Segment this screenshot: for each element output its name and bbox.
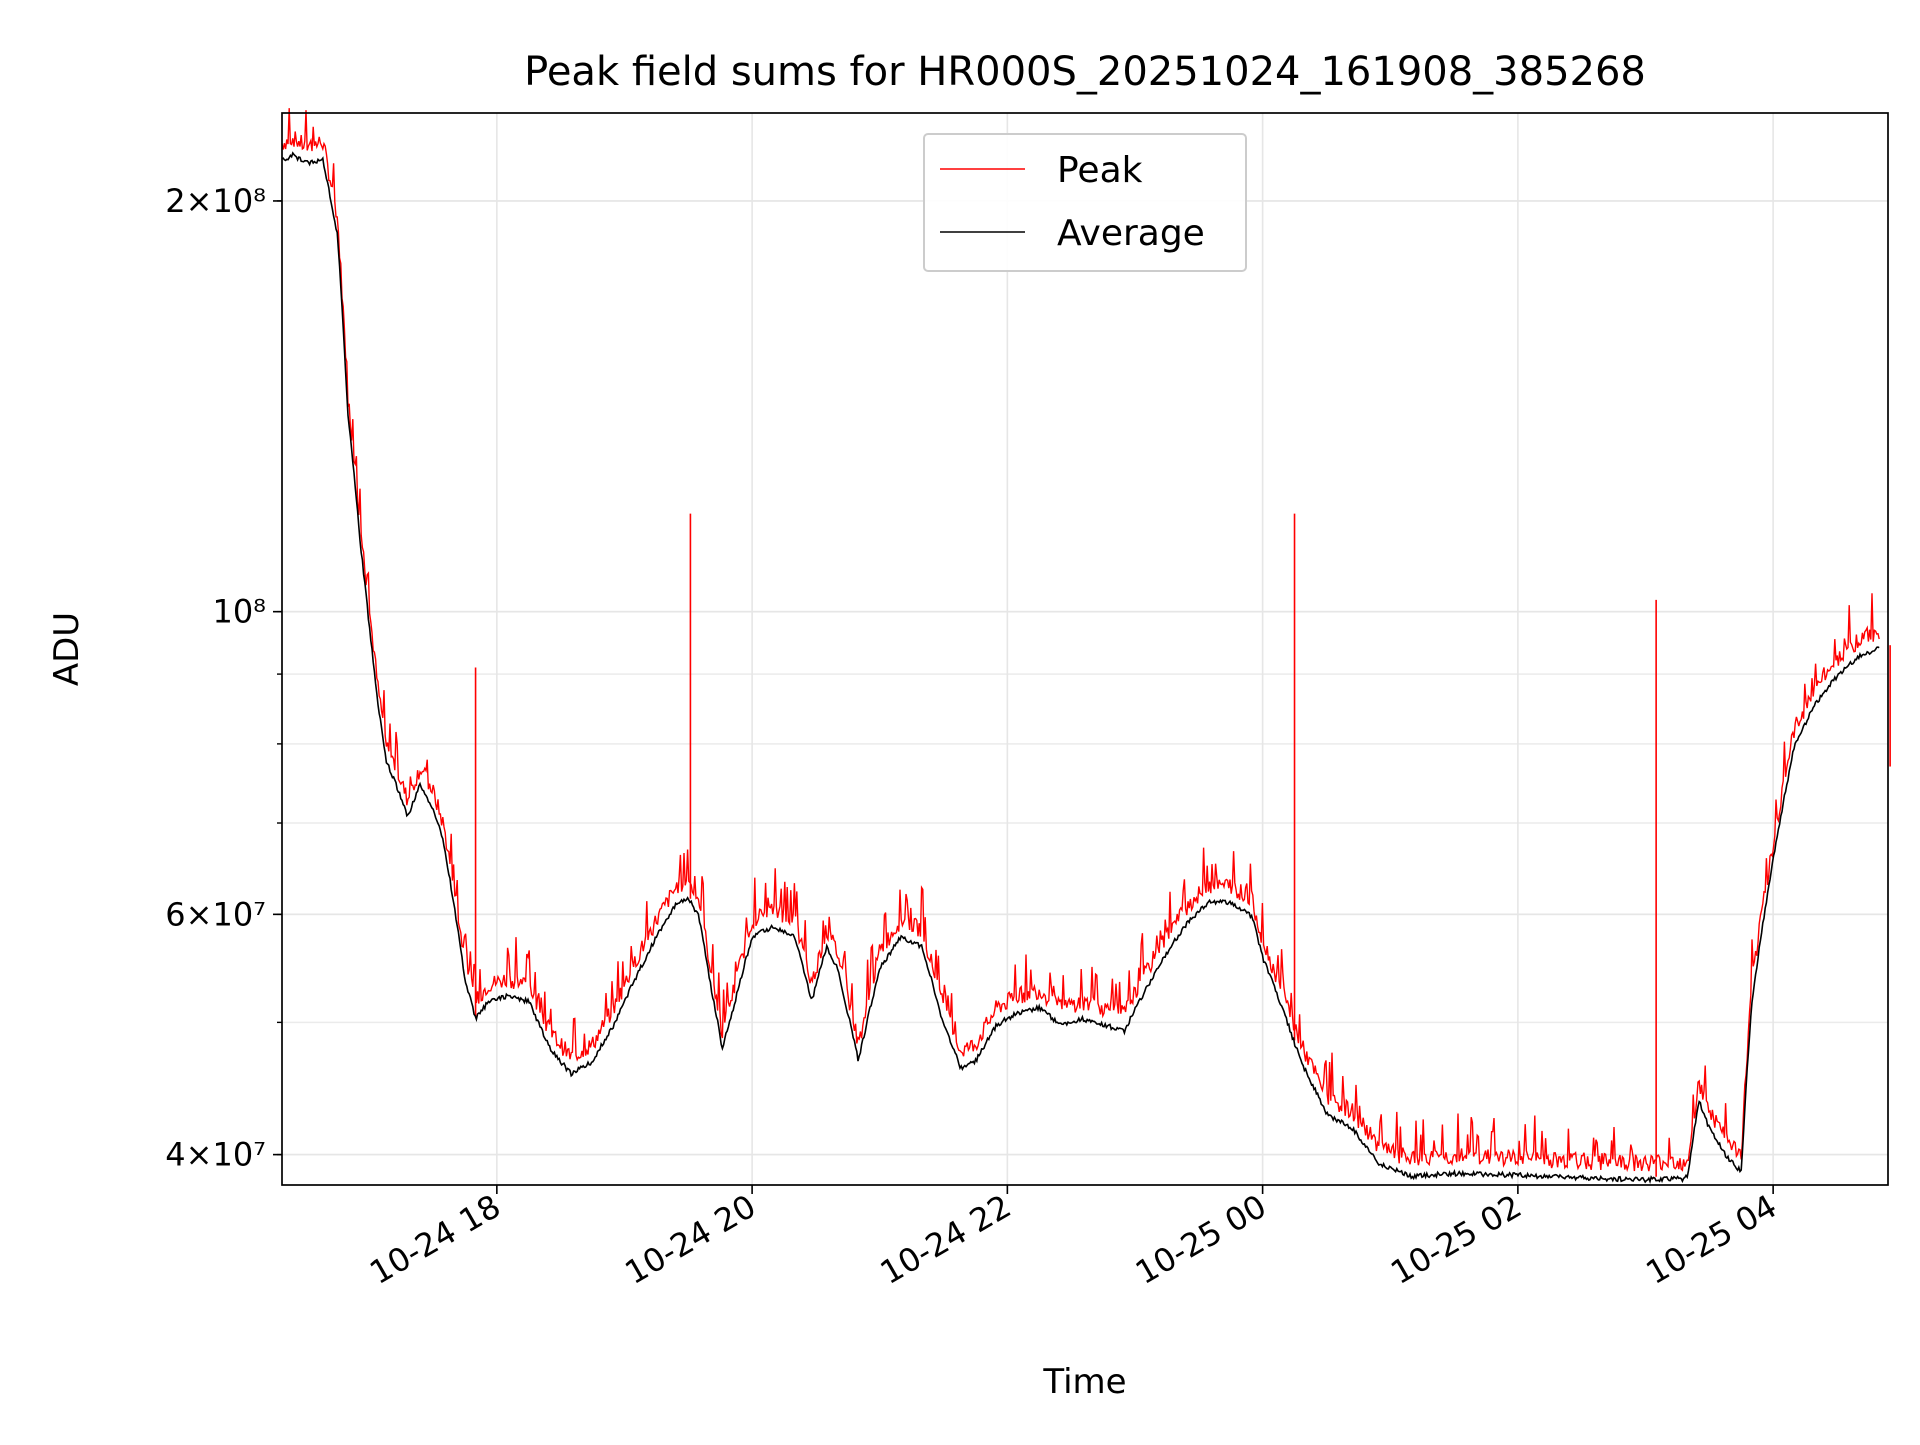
x-axis-label: Time [1042, 1362, 1126, 1402]
peak-series-line [281, 108, 1880, 1173]
y-tick-label: 10⁸ [212, 593, 266, 631]
plot-frame [281, 112, 1889, 1186]
legend-average-label: Average [1057, 213, 1205, 254]
series-layer [281, 108, 1891, 1184]
legend: Peak Average [923, 133, 1247, 272]
average-series-line [281, 151, 1880, 1184]
legend-peak-label: Peak [1057, 150, 1143, 191]
y-tick-label: 2×10⁸ [165, 182, 266, 220]
y-tick-label: 6×10⁷ [165, 895, 266, 933]
y-axis-label: ADU [47, 612, 87, 686]
y-tick-label: 4×10⁷ [165, 1136, 266, 1174]
chart-title: Peak field sums for HR000S_20251024_1619… [524, 49, 1646, 95]
